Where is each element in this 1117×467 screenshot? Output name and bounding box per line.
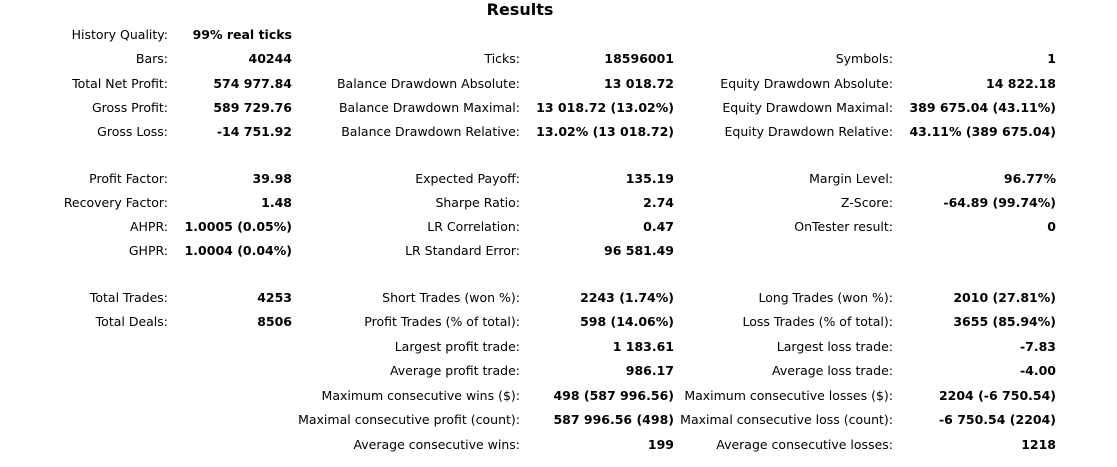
maximal-consecutive-profit-value: 587 996.56 (498) bbox=[553, 412, 674, 427]
total-trades-value: 4253 bbox=[257, 290, 292, 305]
lr-standard-error-value: 96 581.49 bbox=[604, 243, 674, 258]
gross-loss-value: -14 751.92 bbox=[216, 124, 292, 139]
average-profit-trade-label: Average profit trade: bbox=[389, 363, 520, 378]
gross-loss-label: Gross Loss: bbox=[97, 124, 168, 139]
long-trades-label: Long Trades (won %): bbox=[758, 290, 893, 305]
ticks-label: Ticks: bbox=[484, 51, 520, 66]
results-title: Results bbox=[486, 0, 554, 19]
recovery-factor-label: Recovery Factor: bbox=[63, 195, 168, 210]
largest-loss-trade-label: Largest loss trade: bbox=[776, 339, 893, 354]
sharpe-ratio-label: Sharpe Ratio: bbox=[435, 195, 520, 210]
average-consecutive-wins-value: 199 bbox=[647, 437, 674, 452]
average-consecutive-losses-value: 1218 bbox=[1021, 437, 1056, 452]
sharpe-ratio-value: 2.74 bbox=[643, 195, 674, 210]
history-quality-value: 99% real ticks bbox=[192, 27, 292, 42]
average-consecutive-wins-label: Average consecutive wins: bbox=[353, 437, 520, 452]
balance-drawdown-maximal-label: Balance Drawdown Maximal: bbox=[338, 100, 520, 115]
average-loss-trade-value: -4.00 bbox=[1019, 363, 1056, 378]
average-loss-trade-label: Average loss trade: bbox=[772, 363, 893, 378]
ahpr-value: 1.0005 (0.05%) bbox=[184, 219, 292, 234]
expected-payoff-label: Expected Payoff: bbox=[415, 171, 520, 186]
total-net-profit-value: 574 977.84 bbox=[213, 76, 292, 91]
profit-factor-label: Profit Factor: bbox=[89, 171, 168, 186]
equity-drawdown-absolute-label: Equity Drawdown Absolute: bbox=[720, 76, 893, 91]
z-score-label: Z-Score: bbox=[840, 195, 893, 210]
total-trades-label: Total Trades: bbox=[89, 290, 168, 305]
profit-trades-value: 598 (14.06%) bbox=[580, 314, 674, 329]
balance-drawdown-relative-value: 13.02% (13 018.72) bbox=[536, 124, 674, 139]
recovery-factor-value: 1.48 bbox=[261, 195, 292, 210]
ahpr-label: AHPR: bbox=[129, 219, 168, 234]
short-trades-label: Short Trades (won %): bbox=[382, 290, 520, 305]
gross-profit-label: Gross Profit: bbox=[91, 100, 168, 115]
maximal-consecutive-loss-label: Maximal consecutive loss (count): bbox=[680, 412, 893, 427]
history-quality-label: History Quality: bbox=[71, 27, 168, 42]
total-deals-label: Total Deals: bbox=[95, 314, 168, 329]
symbols-label: Symbols: bbox=[835, 51, 893, 66]
symbols-value: 1 bbox=[1047, 51, 1056, 66]
long-trades-value: 2010 (27.81%) bbox=[953, 290, 1056, 305]
largest-loss-trade-value: -7.83 bbox=[1019, 339, 1056, 354]
bars-value: 40244 bbox=[248, 51, 293, 66]
total-deals-value: 8506 bbox=[257, 314, 292, 329]
max-consecutive-wins-value: 498 (587 996.56) bbox=[553, 388, 674, 403]
expected-payoff-value: 135.19 bbox=[625, 171, 674, 186]
loss-trades-value: 3655 (85.94%) bbox=[953, 314, 1056, 329]
maximal-consecutive-loss-value: -6 750.54 (2204) bbox=[938, 412, 1056, 427]
total-net-profit-label: Total Net Profit: bbox=[72, 76, 168, 91]
equity-drawdown-absolute-value: 14 822.18 bbox=[986, 76, 1056, 91]
loss-trades-label: Loss Trades (% of total): bbox=[742, 314, 893, 329]
ticks-value: 18596001 bbox=[604, 51, 674, 66]
margin-level-label: Margin Level: bbox=[809, 171, 893, 186]
balance-drawdown-maximal-value: 13 018.72 (13.02%) bbox=[536, 100, 674, 115]
equity-drawdown-relative-value: 43.11% (389 675.04) bbox=[909, 124, 1056, 139]
ghpr-label: GHPR: bbox=[128, 243, 168, 258]
ontester-result-label: OnTester result: bbox=[794, 219, 893, 234]
lr-standard-error-label: LR Standard Error: bbox=[405, 243, 520, 258]
balance-drawdown-relative-label: Balance Drawdown Relative: bbox=[341, 124, 520, 139]
lr-correlation-value: 0.47 bbox=[643, 219, 674, 234]
largest-profit-trade-label: Largest profit trade: bbox=[394, 339, 520, 354]
largest-profit-trade-value: 1 183.61 bbox=[612, 339, 674, 354]
max-consecutive-losses-value: 2204 (-6 750.54) bbox=[938, 388, 1056, 403]
short-trades-value: 2243 (1.74%) bbox=[580, 290, 674, 305]
bars-label: Bars: bbox=[135, 51, 168, 66]
z-score-value: -64.89 (99.74%) bbox=[943, 195, 1056, 210]
ontester-result-value: 0 bbox=[1047, 219, 1056, 234]
equity-drawdown-relative-label: Equity Drawdown Relative: bbox=[724, 124, 893, 139]
balance-drawdown-absolute-label: Balance Drawdown Absolute: bbox=[336, 76, 520, 91]
max-consecutive-wins-label: Maximum consecutive wins ($): bbox=[321, 388, 520, 403]
max-consecutive-losses-label: Maximum consecutive losses ($): bbox=[684, 388, 893, 403]
gross-profit-value: 589 729.76 bbox=[213, 100, 292, 115]
profit-trades-label: Profit Trades (% of total): bbox=[364, 314, 520, 329]
equity-drawdown-maximal-value: 389 675.04 (43.11%) bbox=[909, 100, 1056, 115]
balance-drawdown-absolute-value: 13 018.72 bbox=[604, 76, 674, 91]
margin-level-value: 96.77% bbox=[1003, 171, 1056, 186]
profit-factor-value: 39.98 bbox=[252, 171, 292, 186]
average-consecutive-losses-label: Average consecutive losses: bbox=[716, 437, 893, 452]
ghpr-value: 1.0004 (0.04%) bbox=[184, 243, 292, 258]
lr-correlation-label: LR Correlation: bbox=[427, 219, 520, 234]
maximal-consecutive-profit-label: Maximal consecutive profit (count): bbox=[298, 412, 520, 427]
equity-drawdown-maximal-label: Equity Drawdown Maximal: bbox=[722, 100, 893, 115]
average-profit-trade-value: 986.17 bbox=[625, 363, 674, 378]
